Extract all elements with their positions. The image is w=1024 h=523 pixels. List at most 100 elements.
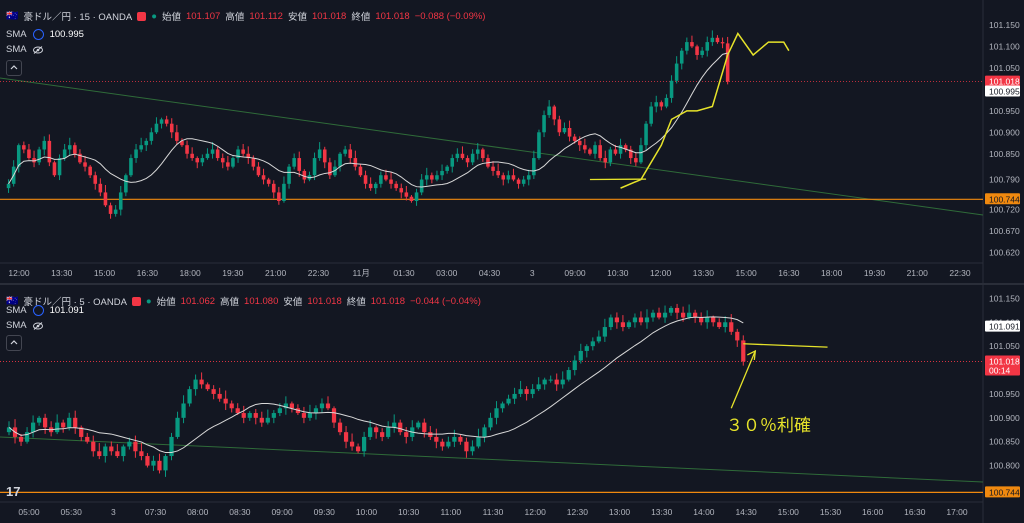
candle — [729, 322, 734, 332]
last-price-box-countdown: 00:14 — [989, 365, 1011, 375]
x-tick-label: 14:00 — [693, 507, 715, 517]
candle — [292, 158, 296, 167]
candle — [598, 145, 602, 159]
candle — [379, 175, 383, 184]
candle — [133, 441, 138, 452]
alert-icon[interactable] — [131, 296, 141, 306]
candle — [266, 179, 271, 184]
x-tick-label: 15:00 — [735, 268, 757, 278]
candle — [343, 149, 347, 154]
candle — [488, 417, 493, 428]
sma-value: 101.091 — [49, 305, 84, 316]
candle — [710, 37, 715, 43]
sma-legend-15m[interactable]: SMA 100.995 — [6, 29, 84, 40]
chart-canvas-5m[interactable]: 101.150101.100101.050100.950100.900100.8… — [0, 285, 1024, 523]
candle — [180, 140, 184, 146]
x-tick-label: 01:30 — [393, 268, 415, 278]
candle — [482, 427, 487, 437]
x-tick-label: 04:30 — [479, 268, 501, 278]
candle — [317, 149, 322, 159]
x-tick-label: 11:00 — [440, 507, 461, 517]
candle — [623, 145, 628, 150]
candle — [124, 175, 128, 193]
x-tick-label: 15:30 — [820, 507, 842, 517]
eye-icon[interactable] — [32, 321, 43, 330]
symbol-label[interactable]: 豪ドル／円 · 5 · OANDA — [23, 297, 127, 308]
candle — [552, 106, 557, 120]
candle — [705, 42, 710, 51]
sma-legend-5m[interactable]: SMA 101.091 — [6, 305, 84, 316]
high-value: 101.080 — [244, 295, 279, 307]
candle — [215, 149, 220, 159]
chart-panel-5m[interactable]: 101.150101.100101.050100.950100.900100.8… — [0, 285, 1024, 523]
sma-visibility-row[interactable]: SMA — [6, 44, 43, 55]
open-label: 始値 — [156, 297, 176, 308]
panel-divider[interactable] — [0, 283, 1024, 285]
candle — [154, 123, 159, 133]
high-label: 高値 — [220, 297, 240, 308]
candle — [494, 408, 499, 418]
candle — [669, 80, 674, 98]
candle — [526, 175, 531, 180]
candle — [302, 170, 307, 180]
candle — [193, 379, 198, 390]
candle — [348, 149, 353, 159]
candle — [231, 158, 235, 167]
candle — [181, 403, 186, 418]
candle — [608, 317, 613, 328]
support-box-value: 100.744 — [989, 194, 1020, 204]
candle — [440, 441, 445, 447]
candle — [434, 436, 439, 442]
alert-icon[interactable] — [137, 11, 147, 21]
x-tick-label: 09:00 — [564, 268, 586, 278]
chart-panel-15m[interactable]: 101.150101.100101.050101.000100.950100.9… — [0, 0, 1024, 283]
candle — [639, 145, 643, 163]
sma-name-2: SMA — [6, 44, 27, 55]
candle — [205, 153, 210, 159]
candle — [134, 149, 138, 159]
candle — [235, 408, 240, 414]
status-dot-icon: ● — [145, 295, 152, 307]
candle — [67, 417, 72, 428]
candle — [654, 102, 659, 107]
indicator-settings-icon[interactable] — [32, 305, 44, 316]
candle — [530, 389, 535, 394]
candle — [547, 106, 551, 116]
candle — [518, 389, 523, 394]
symbol-label[interactable]: 豪ドル／円 · 15 · OANDA — [23, 12, 133, 23]
candle — [163, 456, 168, 471]
candle — [169, 436, 174, 457]
candle — [512, 393, 517, 399]
candle — [628, 149, 633, 159]
candle — [220, 158, 225, 163]
candle — [313, 408, 319, 414]
candle — [144, 140, 149, 146]
sma-box-value: 101.091 — [989, 322, 1020, 332]
indicator-settings-icon[interactable] — [32, 29, 44, 40]
candle — [685, 42, 689, 51]
candle — [368, 427, 373, 437]
candle — [584, 346, 589, 351]
candle — [175, 417, 180, 437]
candle — [265, 417, 270, 423]
close-value: 101.018 — [375, 10, 410, 22]
chart-canvas-15m[interactable]: 101.150101.100101.050101.000100.950100.9… — [0, 0, 1024, 283]
tradingview-logo[interactable]: 17 — [6, 484, 21, 499]
candle — [659, 102, 664, 107]
candle — [572, 136, 577, 141]
candle — [363, 175, 368, 184]
collapse-legend-button[interactable] — [6, 60, 22, 76]
candle — [656, 312, 662, 318]
eye-icon[interactable] — [32, 45, 43, 54]
candle — [496, 170, 500, 176]
candle — [419, 179, 424, 193]
x-tick-label: 12:00 — [650, 268, 672, 278]
open-label: 始値 — [161, 12, 181, 23]
sma-visibility-row[interactable]: SMA — [6, 320, 43, 331]
x-tick-label: 18:00 — [179, 268, 201, 278]
candle — [649, 106, 653, 124]
candle — [73, 145, 77, 154]
open-value: 101.062 — [180, 295, 216, 307]
candle — [282, 183, 286, 202]
collapse-legend-button[interactable] — [6, 335, 22, 351]
